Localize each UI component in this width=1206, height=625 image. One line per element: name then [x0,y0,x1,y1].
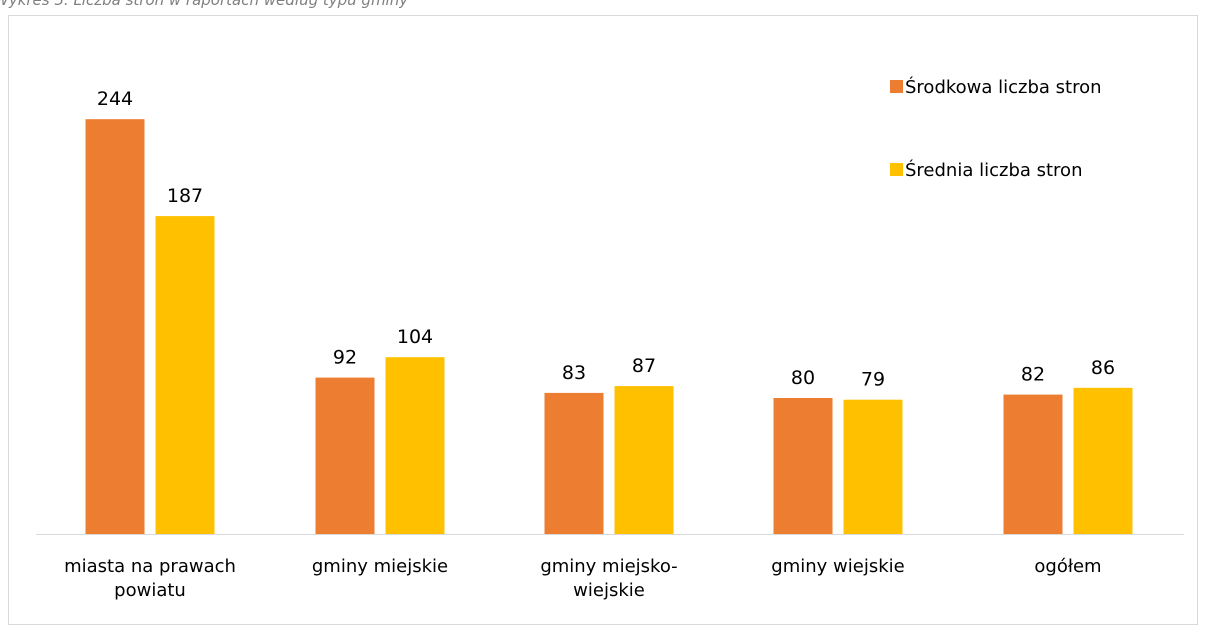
data-label-median-1: 92 [333,347,357,369]
data-label-median-2: 83 [562,362,586,384]
data-label-mean-1: 104 [397,326,433,348]
category-label-2: wiejskie [573,580,645,601]
bar-median-4 [1003,394,1063,534]
data-label-median-0: 244 [97,88,133,110]
data-label-mean-0: 187 [167,185,203,207]
bar-median-2 [544,392,604,534]
bar-median-0 [85,119,145,534]
bar-mean-0 [155,216,215,534]
category-label-0: powiatu [114,580,186,601]
category-label-0: miasta na prawach [64,556,236,577]
data-label-mean-3: 79 [861,369,885,391]
bar-median-3 [773,398,833,534]
value-labels-group: 244 187 92 104 83 87 80 79 82 86 [97,88,1115,391]
data-label-mean-4: 86 [1091,357,1115,379]
bars-group [85,119,1133,534]
bar-median-1 [315,377,375,534]
data-label-median-3: 80 [791,367,815,389]
legend-swatch-mean [890,163,903,176]
category-label-3: gminy wiejskie [771,556,904,577]
category-label-4: ogółem [1034,556,1101,577]
legend: Środkowa liczba stron Średnia liczba stro… [890,76,1102,181]
legend-label-mean: Średnia liczba stron [905,159,1082,181]
data-label-median-4: 82 [1021,364,1045,386]
legend-swatch-median [890,80,903,93]
chart-caption: Wykres 5. Liczba stron w raportach wedłu… [0,0,409,9]
bar-mean-2 [614,386,674,534]
category-label-1: gminy miejskie [312,556,448,577]
category-label-2: gminy miejsko- [540,556,677,577]
bar-mean-1 [385,357,445,534]
bar-mean-4 [1073,387,1133,534]
legend-label-median: Środkowa liczba stron [905,76,1102,98]
category-labels-group: miasta na prawach powiatu gminy miejskie gm… [64,556,1102,601]
data-label-mean-2: 87 [632,355,656,377]
bar-mean-3 [843,399,903,534]
